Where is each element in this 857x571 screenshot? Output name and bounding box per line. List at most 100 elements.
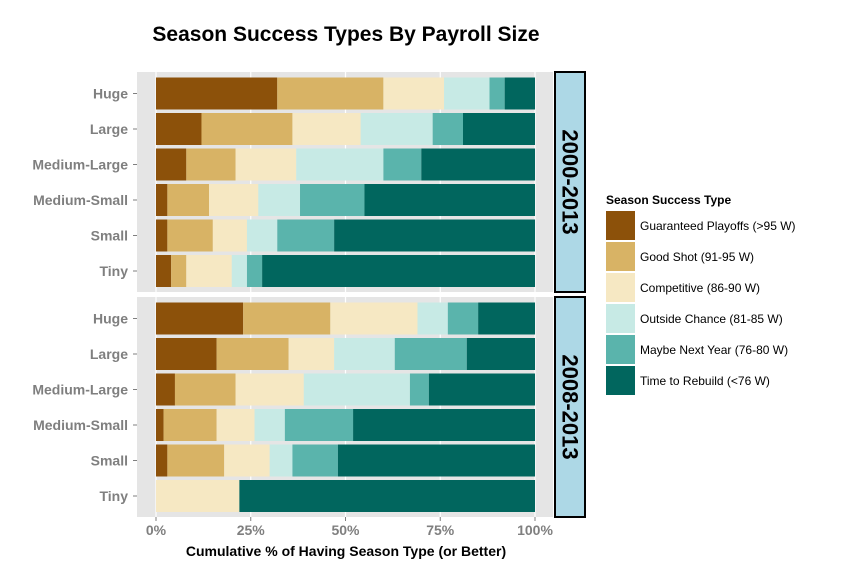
panel-2008-2013: Huge Large Medium-Large Medium-Small Small Ti… [32,296,586,518]
bar-segment [428,373,535,406]
x-tick-label: 100% [517,522,553,538]
chart-title: Season Success Types By Payroll Size [152,23,539,46]
bar-segment [447,302,479,335]
bar-segment [337,444,535,477]
y-tick-label: Medium-Small [33,417,128,433]
bar-segment [216,338,289,370]
legend-label: Maybe Next Year (76-80 W) [640,343,788,357]
facet-strip [554,71,586,293]
bar-segment [246,255,263,287]
bar-segment [364,184,535,216]
bar-segment [353,409,535,441]
bar-segment [186,255,232,287]
bar-segment [156,184,168,216]
bar-segment [156,373,175,406]
bar-segment [167,444,225,477]
bar-segment [444,77,490,110]
bar-segment [167,219,213,252]
bar-segment [292,113,361,145]
bar-segment [254,409,285,441]
facet-strip-label: 2008-2013 [558,354,583,459]
bar-segment [409,373,429,406]
bar-segment [262,255,535,287]
x-axis-label: Cumulative % of Having Season Type (or B… [186,543,506,559]
y-tick-label: Tiny [99,263,128,279]
bar-segment [186,148,236,181]
facet-strip-label: 2000-2013 [558,129,583,234]
y-tick-label: Medium-Large [32,157,128,173]
legend-swatch [606,211,635,240]
panel-2000-2013: Huge Large Medium-Large Medium-Small Small Ti… [32,71,586,293]
x-tick-label: 50% [331,522,360,538]
bar-segment [174,373,236,406]
chart-panels: Huge Large Medium-Large Medium-Small Small Ti… [32,71,586,518]
bar-segment [394,338,467,370]
bar-segment [462,113,535,145]
bar-segment [156,255,172,287]
facet-strip [554,296,586,518]
bar-segment [239,480,535,512]
legend-swatch [606,273,635,302]
legend-swatch [606,366,635,395]
bar-segment [383,148,422,181]
legend-swatch [606,242,635,271]
bar-segment [212,219,247,252]
bar-segment [156,480,240,512]
bar-segment [383,77,445,110]
y-tick-label: Small [91,453,128,469]
bar-segment [231,255,247,287]
y-tick-label: Medium-Large [32,382,128,398]
bar-segment [156,409,164,441]
legend-swatch [606,304,635,333]
bar-segment [171,255,187,287]
bar-segment [201,113,293,145]
x-axis: 0% 25% 50% 75% 100% [146,517,553,538]
bar-segment [156,302,244,335]
bar-segment [277,77,384,110]
bar-segment [258,184,301,216]
legend-title: Season Success Type [606,193,732,207]
bar-segment [330,302,418,335]
bar-segment [504,77,535,110]
bar-segment [288,338,335,370]
bar-segment [334,219,535,252]
legend-label: Competitive (86-90 W) [640,281,760,295]
bar-segment [243,302,331,335]
bar-segment [156,444,168,477]
bar-segment [269,444,293,477]
bar-segment [156,219,168,252]
y-tick-label: Large [90,121,128,137]
legend-label: Good Shot (91-95 W) [640,250,754,264]
bar-segment [303,373,410,406]
bar-segment [163,409,217,441]
bar-segment [466,338,535,370]
bar-segment [277,219,335,252]
bar-segment [360,113,433,145]
legend-label: Time to Rebuild (<76 W) [640,374,770,388]
bar-segment [421,148,535,181]
legend-label: Guaranteed Playoffs (>95 W) [640,219,796,233]
bar-segment [209,184,259,216]
bar-segment [224,444,270,477]
bar-segment [235,148,297,181]
bar-segment [216,409,255,441]
legend-swatch [606,335,635,364]
y-tick-label: Huge [93,311,128,327]
bar-segment [489,77,505,110]
bar-segment [156,338,217,370]
bar-segment [246,219,278,252]
bar-segment [334,338,395,370]
bar-segment [156,113,202,145]
bar-segment [296,148,384,181]
bar-segment [156,77,278,110]
bar-segment [167,184,210,216]
y-tick-label: Huge [93,86,128,102]
bar-segment [235,373,304,406]
bar-segment [156,148,187,181]
legend-label: Outside Chance (81-85 W) [640,312,783,326]
y-tick-label: Large [90,346,128,362]
x-tick-label: 0% [146,522,167,538]
y-tick-label: Tiny [99,488,128,504]
y-tick-label: Small [91,228,128,244]
